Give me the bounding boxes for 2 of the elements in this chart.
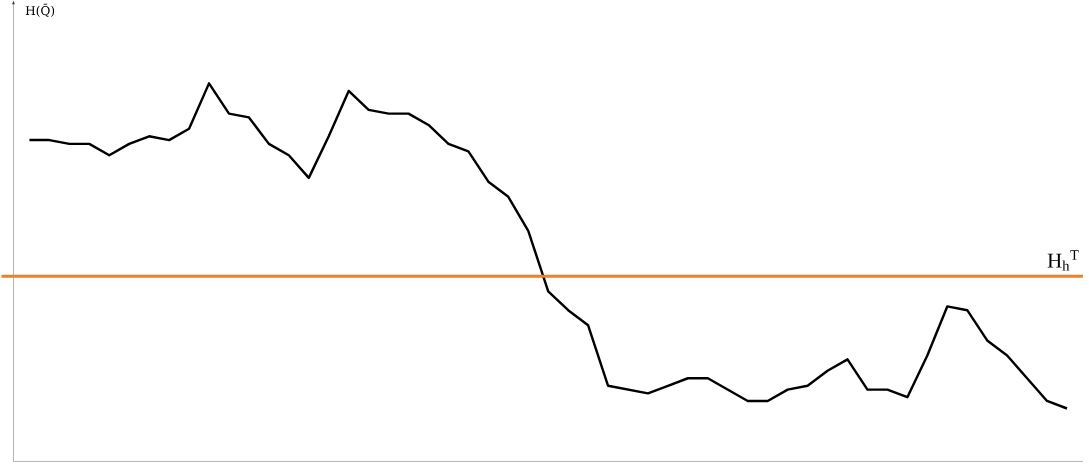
text: H(Q̄)	[25, 3, 55, 17]
ref-line-label: H$_{h}$T	[1047, 250, 1079, 271]
